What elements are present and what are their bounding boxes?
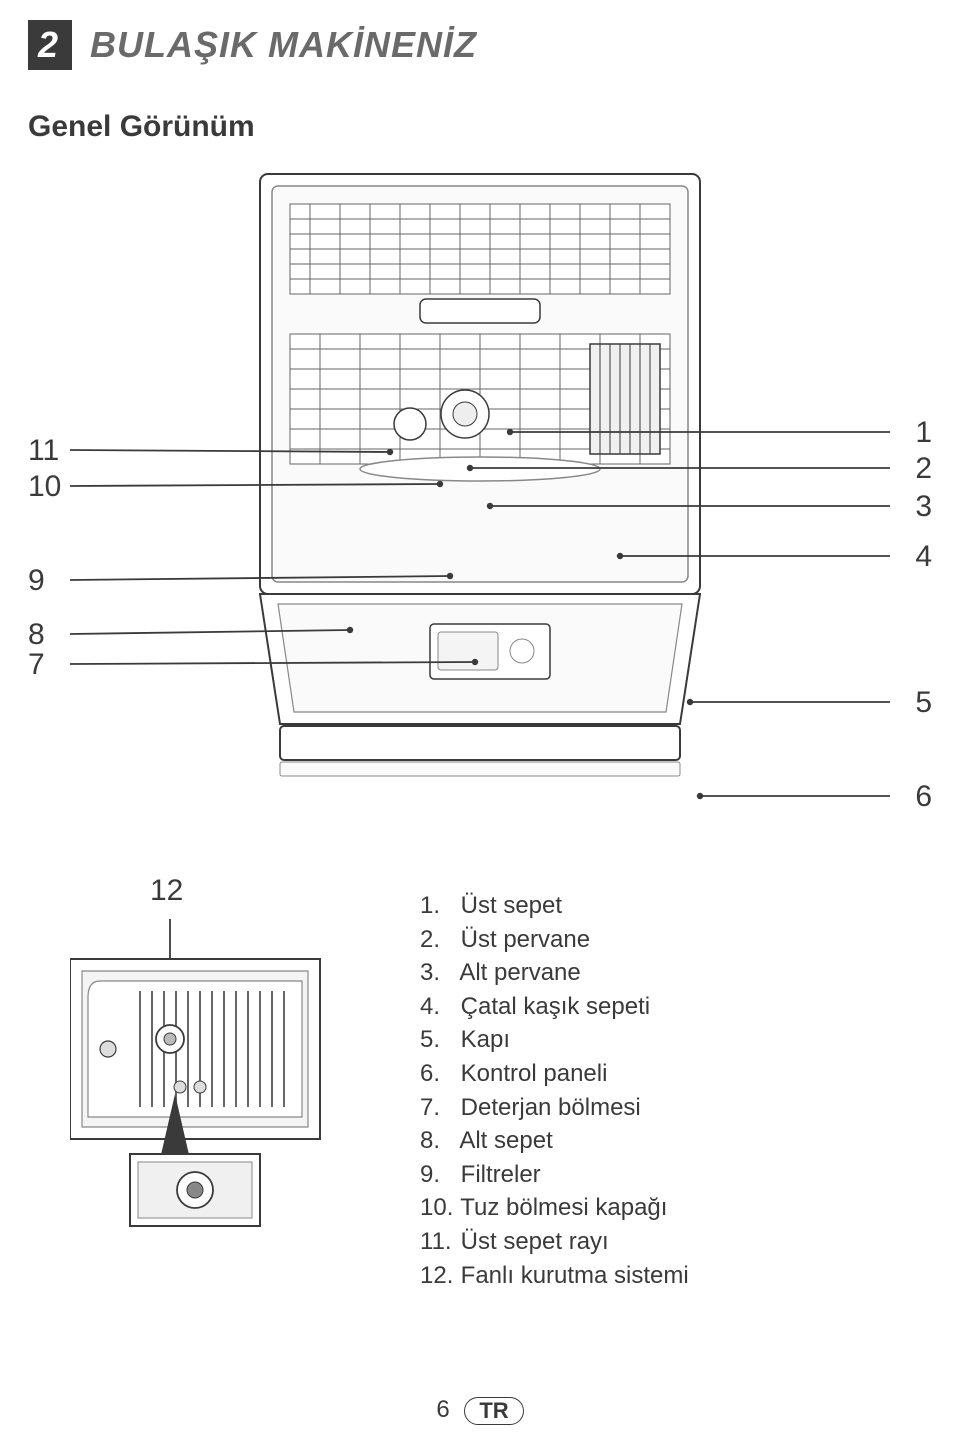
legend-item-9: 9. Filtreler: [420, 1158, 689, 1192]
callout-5: 5: [915, 686, 932, 720]
lower-area: 12: [0, 894, 960, 1324]
legend-item-number: 11.: [420, 1225, 454, 1259]
legend-item-number: 8.: [420, 1124, 454, 1158]
legend-item-number: 6.: [420, 1057, 454, 1091]
legend-item-text: Deterjan bölmesi: [454, 1094, 641, 1121]
legend-item-1: 1. Üst sepet: [420, 889, 689, 923]
language-badge: TR: [464, 1397, 523, 1425]
legend-item-11: 11. Üst sepet rayı: [420, 1225, 689, 1259]
parts-legend: 1. Üst sepet2. Üst pervane3. Alt pervane…: [420, 889, 689, 1292]
section-header: 2 BULAŞIK MAKİNENİZ: [0, 0, 960, 70]
legend-item-number: 4.: [420, 990, 454, 1024]
callout-11: 11: [28, 434, 59, 468]
legend-item-text: Alt pervane: [454, 959, 581, 986]
legend-item-text: Alt sepet: [454, 1127, 553, 1154]
legend-item-number: 9.: [420, 1158, 454, 1192]
legend-item-text: Filtreler: [454, 1161, 541, 1188]
callout-3: 3: [915, 490, 932, 524]
legend-item-10: 10. Tuz bölmesi kapağı: [420, 1191, 689, 1225]
legend-item-text: Üst pervane: [454, 926, 590, 953]
callout-9: 9: [28, 564, 45, 598]
legend-item-number: 7.: [420, 1091, 454, 1125]
legend-item-text: Kapı: [454, 1026, 510, 1053]
legend-item-3: 3. Alt pervane: [420, 956, 689, 990]
section-title: BULAŞIK MAKİNENİZ: [90, 24, 477, 66]
detail-diagram: [70, 919, 330, 1234]
page-number: 6: [436, 1396, 449, 1423]
legend-item-7: 7. Deterjan bölmesi: [420, 1091, 689, 1125]
legend-item-text: Fanlı kurutma sistemi: [454, 1262, 689, 1289]
legend-item-2: 2. Üst pervane: [420, 923, 689, 957]
callout-7: 7: [28, 648, 45, 682]
subtitle: Genel Görünüm: [28, 110, 960, 144]
callout-2: 2: [915, 452, 932, 486]
legend-item-number: 5.: [420, 1023, 454, 1057]
main-diagram-area: 1110 9 87 12 3 4 5 6: [0, 154, 960, 884]
legend-item-text: Üst sepet rayı: [454, 1228, 609, 1255]
legend-item-text: Çatal kaşık sepeti: [454, 993, 650, 1020]
legend-item-number: 1.: [420, 889, 454, 923]
legend-item-number: 3.: [420, 956, 454, 990]
legend-item-text: Kontrol paneli: [454, 1060, 607, 1087]
legend-item-6: 6. Kontrol paneli: [420, 1057, 689, 1091]
detail-callout-label: 12: [150, 874, 183, 908]
legend-item-text: Tuz bölmesi kapağı: [454, 1194, 667, 1221]
legend-item-5: 5. Kapı: [420, 1023, 689, 1057]
callout-8: 8: [28, 618, 45, 652]
callout-4: 4: [915, 540, 932, 574]
legend-item-8: 8. Alt sepet: [420, 1124, 689, 1158]
legend-item-12: 12. Fanlı kurutma sistemi: [420, 1259, 689, 1293]
section-number: 2: [28, 20, 72, 70]
legend-item-number: 2.: [420, 923, 454, 957]
legend-item-number: 10.: [420, 1191, 454, 1225]
callout-1: 1: [915, 416, 932, 450]
callout-10: 10: [28, 470, 61, 504]
legend-item-text: Üst sepet: [454, 892, 562, 919]
callout-6: 6: [915, 780, 932, 814]
legend-item-4: 4. Çatal kaşık sepeti: [420, 990, 689, 1024]
page-footer: 6 TR: [0, 1396, 960, 1425]
legend-item-number: 12.: [420, 1259, 454, 1293]
dishwasher-diagram: [250, 164, 710, 784]
